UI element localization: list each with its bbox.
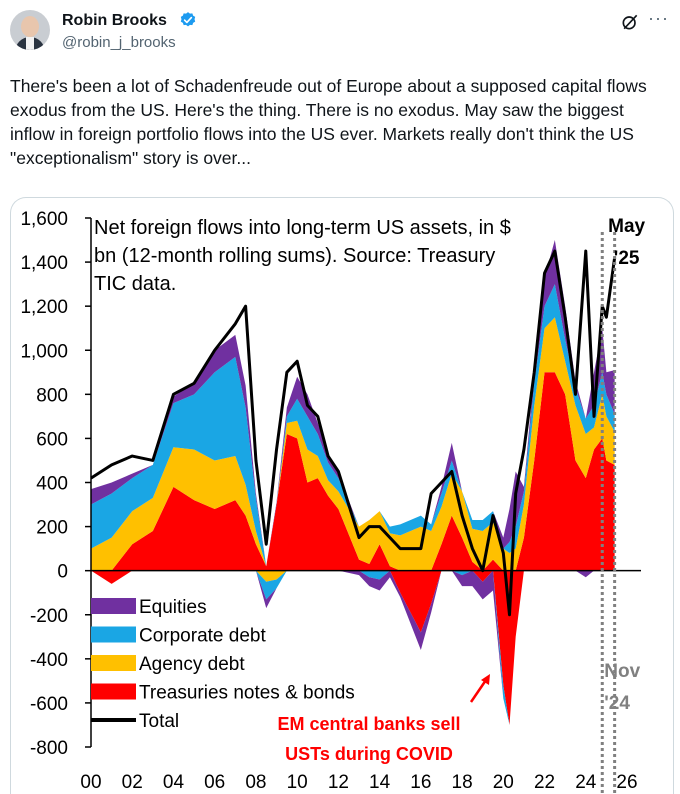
y-tick-label: -200 xyxy=(30,606,68,627)
y-tick-label: -800 xyxy=(30,738,68,759)
y-axis: 1,600 1,400 1,200 1,000 800 600 400 200 0 -200 -40… xyxy=(20,209,641,759)
legend-label: Total xyxy=(139,711,179,732)
em-arrow-head xyxy=(481,674,490,685)
y-tick-label: -400 xyxy=(30,650,68,671)
flows-chart: 1,6001,4001,2001,0008006004002000-200-40… xyxy=(20,209,646,794)
x-tick-label: 22 xyxy=(534,772,555,793)
y-tick-label: 200 xyxy=(36,518,68,539)
em-annotation-line2: USTs during COVID xyxy=(285,744,453,764)
area-corporate-debt-positive xyxy=(91,284,615,567)
y-tick-label: 400 xyxy=(36,474,68,495)
x-axis: 00 02 04 06 08 10 12 14 16 18 20 22 24 26 xyxy=(80,772,637,793)
legend: Equities Corporate debt Agency debt Treasur… xyxy=(91,597,355,732)
area-treasuries-notes-bonds-negative xyxy=(91,570,615,725)
legend-label: Corporate debt xyxy=(139,626,266,647)
may-label: May xyxy=(608,216,645,237)
y-tick-label: -600 xyxy=(30,694,68,715)
legend-swatch xyxy=(91,626,136,643)
x-tick-label: 02 xyxy=(122,772,143,793)
grok-icon[interactable] xyxy=(620,12,640,32)
y-tick-label: 0 xyxy=(57,562,68,583)
legend-label: Agency debt xyxy=(139,654,245,675)
y-tick-label: 1,400 xyxy=(20,253,68,274)
y-tick-label: 1,000 xyxy=(20,341,68,362)
em-annotation-line1: EM central banks sell xyxy=(277,714,460,734)
chart-title: Net foreign flows into long-term US asse… xyxy=(94,217,511,295)
em-arrow-shaft xyxy=(469,679,488,703)
y-tick-label: 1,600 xyxy=(20,209,68,230)
legend-label: Treasuries notes & bonds xyxy=(139,683,355,704)
x-tick-label: 16 xyxy=(410,772,431,793)
date-markers xyxy=(600,232,617,794)
x-tick-label: 06 xyxy=(204,772,225,793)
more-icon[interactable]: ··· xyxy=(648,8,669,28)
x-tick-label: 26 xyxy=(616,772,637,793)
x-tick-label: 18 xyxy=(452,772,473,793)
y-tick-label: 800 xyxy=(36,385,68,406)
x-tick-label: 12 xyxy=(328,772,349,793)
chart-title-line: TIC data. xyxy=(94,273,176,295)
x-tick-label: 10 xyxy=(287,772,308,793)
x-tick-label: 04 xyxy=(163,772,185,793)
author-name[interactable]: Robin Brooks xyxy=(62,12,167,29)
x-tick-label: 00 xyxy=(80,772,101,793)
may-year-label: '25 xyxy=(614,248,640,269)
chart-title-line: bn (12-month rolling sums). Source: Trea… xyxy=(94,245,495,267)
annotations: May '25 Nov '24 EM central banks sell USTs du… xyxy=(277,216,645,764)
nov-year-label: '24 xyxy=(604,693,630,714)
legend-label: Equities xyxy=(139,597,207,618)
y-tick-label: 1,200 xyxy=(20,297,68,318)
tweet-header: Robin Brooks @robin_j_brooks ··· xyxy=(0,0,680,64)
legend-swatch xyxy=(91,598,136,614)
legend-swatch xyxy=(91,683,136,700)
y-tick-label: 600 xyxy=(36,429,68,450)
x-tick-label: 24 xyxy=(575,772,597,793)
author-handle[interactable]: @robin_j_brooks xyxy=(62,34,176,51)
area-treasuries-notes-bonds-positive xyxy=(91,372,615,571)
verified-badge-icon xyxy=(180,12,196,27)
chart-areas xyxy=(90,240,617,725)
legend-swatch xyxy=(91,655,136,671)
tweet-text: There's been a lot of Schadenfreude out … xyxy=(10,76,647,168)
avatar[interactable] xyxy=(10,10,50,50)
total-line xyxy=(90,249,617,617)
chart-card[interactable]: 1,600 1,400 1,200 1,000 800 600 400 200 0 -200 -40… xyxy=(10,197,674,794)
chart-title-line: Net foreign flows into long-term US asse… xyxy=(94,217,511,239)
nov-label: Nov xyxy=(604,661,640,682)
x-tick-label: 08 xyxy=(245,772,266,793)
x-tick-label: 14 xyxy=(369,772,391,793)
x-tick-label: 20 xyxy=(493,772,514,793)
